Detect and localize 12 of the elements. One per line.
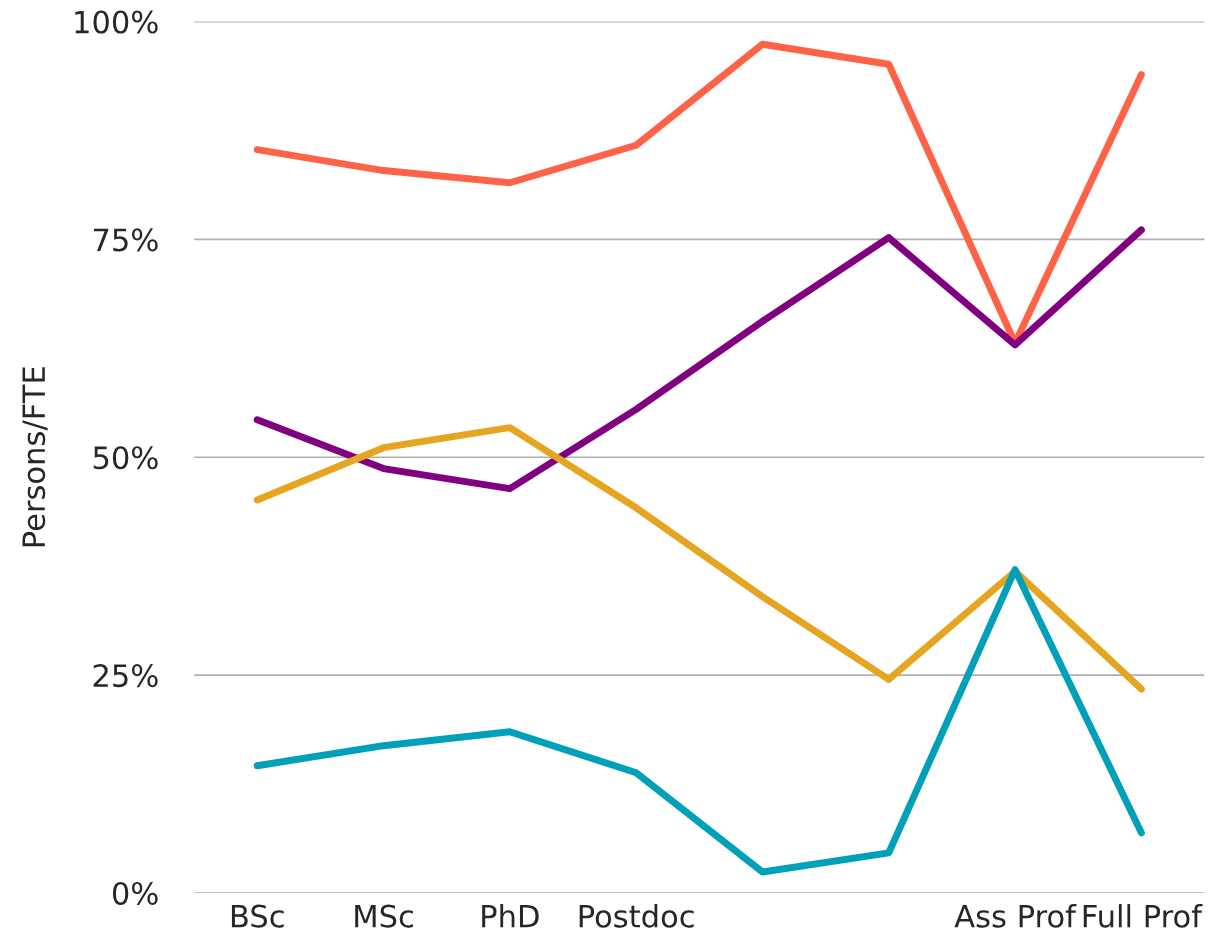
- x-tick-label: PhD: [482, 904, 539, 928]
- x-tick-label: BSc: [231, 904, 284, 928]
- x-tick-label: MSc: [355, 904, 413, 928]
- x-tick-label: Postdoc: [579, 904, 694, 928]
- x-tick-label: Ass Prof: [954, 904, 1077, 928]
- y-tick-label: 25%: [93, 664, 158, 688]
- x-tick-label: Full Prof: [1083, 904, 1203, 928]
- y-axis-title: Persons/FTE: [22, 367, 48, 547]
- y-tick-label: 75%: [93, 228, 158, 252]
- y-tick-label: 50%: [93, 446, 158, 470]
- y-tick-label: 100%: [75, 10, 158, 34]
- y-tick-label: 0%: [112, 881, 158, 905]
